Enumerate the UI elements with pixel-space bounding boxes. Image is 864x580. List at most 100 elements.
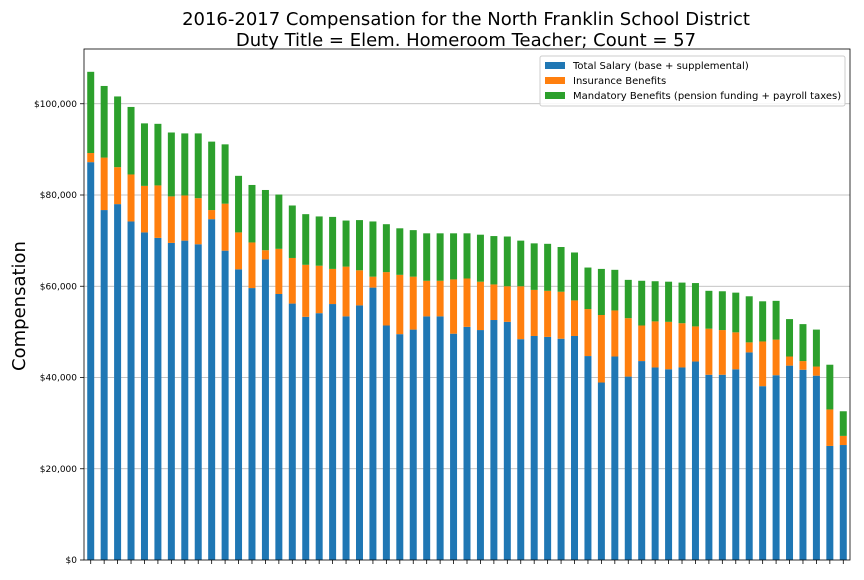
bar-segment-mandatory xyxy=(329,216,337,269)
bar-segment-mandatory xyxy=(839,411,847,436)
bar-segment-insurance xyxy=(208,210,216,220)
bar-segment-insurance xyxy=(584,309,592,357)
bar-segment-mandatory xyxy=(167,132,175,197)
bar-segment-salary xyxy=(517,339,525,560)
bar-segment-insurance xyxy=(127,174,135,222)
bar-segment-mandatory xyxy=(248,184,256,243)
bar-segment-mandatory xyxy=(315,216,323,266)
bar-segment-salary xyxy=(544,336,552,560)
bar-segment-insurance xyxy=(812,366,820,376)
bar-segment-insurance xyxy=(315,265,323,314)
bar-segment-salary xyxy=(248,288,256,560)
bar-segment-mandatory xyxy=(759,301,767,342)
legend: Total Salary (base + supplemental) Insura… xyxy=(539,55,846,107)
bar-segment-mandatory xyxy=(745,296,753,343)
bar-segment-insurance xyxy=(517,286,525,340)
bar-segment-insurance xyxy=(194,198,202,245)
bar-segment-salary xyxy=(476,330,484,560)
bar-segment-mandatory xyxy=(517,240,525,287)
bar-segment-insurance xyxy=(544,290,552,337)
bar-segment-salary xyxy=(799,369,807,560)
bar-segment-insurance xyxy=(786,356,794,366)
bar-segment-insurance xyxy=(140,185,148,233)
bar-segment-salary xyxy=(826,445,834,560)
y-tick-label: $40,000 xyxy=(40,374,77,384)
bar-segment-mandatory xyxy=(812,329,820,367)
bar-segment-salary xyxy=(127,221,135,560)
bar-segment-salary xyxy=(705,374,713,560)
bar-segment-salary xyxy=(759,386,767,560)
bar-segment-insurance xyxy=(436,280,444,317)
bar-segment-insurance xyxy=(261,250,269,260)
bar-segment-mandatory xyxy=(140,123,148,186)
y-tick-label: $60,000 xyxy=(40,282,77,292)
bar-segment-insurance xyxy=(745,342,753,353)
bar-segment-mandatory xyxy=(409,230,417,277)
bar-segment-insurance xyxy=(450,279,458,334)
bar-segment-mandatory xyxy=(436,233,444,281)
bar-segment-salary xyxy=(355,305,363,560)
bar-segment-insurance xyxy=(678,323,686,368)
bar-segment-mandatory xyxy=(530,243,538,290)
bar-segment-insurance xyxy=(597,314,605,383)
bar-segment-mandatory xyxy=(557,247,565,292)
bar-segment-mandatory xyxy=(127,106,135,175)
legend-swatch xyxy=(545,62,565,69)
bar-segment-insurance xyxy=(772,339,780,376)
bar-segment-salary xyxy=(288,303,296,560)
bar-segment-insurance xyxy=(248,242,256,289)
bar-segment-insurance xyxy=(718,330,726,375)
bar-segment-salary xyxy=(772,375,780,560)
bar-segment-mandatory xyxy=(450,233,458,280)
bar-segment-mandatory xyxy=(221,144,229,204)
bar-segment-salary xyxy=(638,361,646,560)
bar-segment-insurance xyxy=(409,276,417,330)
bar-segment-mandatory xyxy=(571,252,579,301)
bar-segment-salary xyxy=(503,321,511,560)
bar-segment-salary xyxy=(678,367,686,560)
bar-segment-salary xyxy=(329,304,337,560)
axes: $0 $20,000 $40,000 $60,000 $80,000 $100,000 xyxy=(34,48,851,566)
bar-segment-mandatory xyxy=(154,123,162,186)
y-axis-label: Compensation xyxy=(9,241,30,371)
bar-segment-insurance xyxy=(181,195,189,241)
bar-segment-mandatory xyxy=(772,300,780,340)
bar-segment-mandatory xyxy=(235,175,243,233)
bar-segment-salary xyxy=(611,356,619,560)
bar-segment-salary xyxy=(382,325,390,560)
bar-segment-insurance xyxy=(651,321,659,368)
bar-segment-mandatory xyxy=(584,267,592,310)
bar-segment-mandatory xyxy=(87,71,95,154)
bar-segment-salary xyxy=(423,316,431,560)
bar-segment-mandatory xyxy=(638,280,646,326)
bar-segment-mandatory xyxy=(275,194,283,249)
bar-segment-salary xyxy=(584,356,592,560)
bar-segment-mandatory xyxy=(718,291,726,331)
bar-segment-salary xyxy=(624,376,632,560)
bar-segment-salary xyxy=(463,326,471,560)
bar-segment-mandatory xyxy=(396,228,404,275)
bar-segment-mandatory xyxy=(597,268,605,315)
bar-segment-insurance xyxy=(503,286,511,322)
bar-segment-insurance xyxy=(624,318,632,377)
y-tick-label: $0 xyxy=(66,556,78,566)
bar-segment-mandatory xyxy=(691,283,699,327)
bar-segment-mandatory xyxy=(624,279,632,319)
bar-segment-salary xyxy=(597,382,605,560)
legend-swatch xyxy=(545,77,565,84)
bar-segment-salary xyxy=(87,162,95,560)
y-tick-label: $20,000 xyxy=(40,465,77,475)
bars xyxy=(87,71,847,560)
bar-segment-mandatory xyxy=(208,141,216,211)
bar-segment-insurance xyxy=(235,232,243,270)
bar-segment-insurance xyxy=(839,435,847,446)
bar-segment-mandatory xyxy=(611,269,619,311)
bar-segment-insurance xyxy=(490,284,498,321)
bar-segment-salary xyxy=(396,334,404,560)
bar-segment-insurance xyxy=(382,272,390,326)
bar-segment-insurance xyxy=(463,278,471,327)
bar-segment-salary xyxy=(140,232,148,560)
bar-segment-salary xyxy=(571,335,579,560)
